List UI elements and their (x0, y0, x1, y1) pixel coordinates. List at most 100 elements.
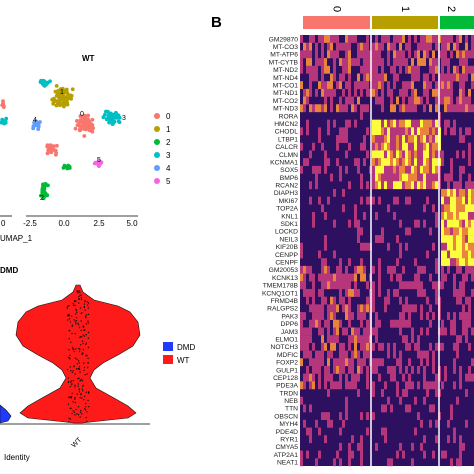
violin-jitter-point (83, 366, 86, 369)
heatmap-cell (309, 358, 312, 367)
heatmap-cell (432, 350, 435, 359)
heatmap-cell (420, 265, 423, 274)
heatmap-cell (423, 150, 426, 159)
heatmap-cell (372, 389, 375, 397)
heatmap-cell (393, 135, 396, 143)
violin-jitter-point (74, 398, 76, 400)
gene-label: ELMO1 (275, 337, 298, 344)
heatmap-cell (387, 165, 390, 174)
heatmap-cell (309, 327, 312, 336)
violin-jitter-point (87, 313, 90, 316)
heatmap-cell (462, 212, 465, 220)
heatmap-cell (456, 296, 459, 305)
heatmap-cell (426, 312, 429, 320)
heatmap-cell (321, 273, 324, 282)
violin-jitter-point (68, 349, 70, 351)
umap-point (101, 115, 106, 120)
heatmap-cell (315, 365, 318, 374)
legend-dot-cluster (154, 152, 160, 158)
heatmap-cell (426, 358, 429, 367)
umap-xtick-4: 5.0 (126, 219, 138, 228)
heatmap-cell (462, 219, 465, 228)
heatmap-cell (327, 365, 330, 374)
heatmap-cell (357, 373, 360, 382)
heatmap-cell (435, 288, 438, 297)
heatmap-cell (312, 281, 315, 290)
heatmap-cell (330, 273, 333, 282)
heatmap-cell (417, 135, 420, 143)
heatmap-cell (423, 88, 426, 97)
heatmap-cell (324, 65, 327, 74)
heatmap-cell (441, 265, 444, 274)
heatmap-cell (465, 219, 468, 228)
heatmap-cell (312, 312, 315, 320)
heatmap-cell (345, 135, 348, 143)
heatmap-cell (309, 81, 312, 90)
violin-jitter-point (87, 346, 90, 349)
heatmap-cell (405, 319, 408, 328)
heatmap-cell (321, 335, 324, 344)
heatmap-cell (423, 435, 426, 444)
heatmap-cell (324, 258, 327, 267)
heatmap-cell (351, 450, 354, 459)
heatmap-cell (468, 265, 471, 274)
heatmap-cell (402, 304, 405, 313)
gene-label: KCNK13 (272, 275, 298, 282)
heatmap-cell (456, 265, 459, 274)
umap-point (106, 109, 110, 114)
heatmap-cell (447, 265, 450, 274)
heatmap-cell (453, 42, 456, 51)
heatmap-cell (354, 104, 357, 113)
heatmap-cell (306, 296, 309, 305)
gene-label: KIF20B (276, 244, 299, 251)
heatmap-cell (471, 35, 474, 43)
heatmap-cell (372, 288, 375, 297)
heatmap-cells (300, 35, 474, 467)
heatmap-cell (303, 404, 306, 413)
violin-jitter-point (76, 358, 78, 360)
heatmap-cell (444, 104, 447, 113)
gene-label: TOP2A (276, 206, 298, 213)
heatmap-cell (402, 135, 405, 143)
heatmap-cell (315, 42, 318, 51)
heatmap-cell (318, 165, 321, 174)
heatmap-cell (405, 142, 408, 151)
heatmap-cell (450, 212, 453, 220)
heatmap-cell (354, 342, 357, 351)
heatmap-cell (324, 235, 327, 244)
umap-point (90, 123, 95, 127)
heatmap-cell (417, 42, 420, 51)
heatmap-cell (444, 250, 447, 259)
heatmap-cell (399, 58, 402, 66)
heatmap-cell (312, 165, 315, 174)
heatmap-cell (309, 50, 312, 59)
heatmap-cell (408, 35, 411, 43)
heatmap-cell (402, 35, 405, 43)
legend-dot-cluster (154, 126, 160, 132)
heatmap-cell (339, 265, 342, 274)
heatmap-cell (354, 81, 357, 90)
gene-label: NEIL3 (279, 236, 298, 243)
heatmap-cell (471, 235, 474, 244)
gene-label: MDFIC (277, 352, 298, 359)
heatmap-cell (450, 458, 453, 467)
heatmap-cell (450, 204, 453, 213)
heatmap-cell (378, 50, 381, 59)
heatmap-cell (441, 319, 444, 328)
heatmap-cell (300, 281, 303, 290)
heatmap-cell (441, 42, 444, 51)
violin-jitter-point (80, 312, 83, 315)
umap-point (67, 166, 72, 170)
heatmap-cell (405, 81, 408, 90)
heatmap-cell (333, 358, 336, 367)
heatmap-cell (429, 381, 432, 390)
heatmap-cell (462, 104, 465, 113)
heatmap-cell (390, 373, 393, 382)
gene-label: CENPF (275, 260, 298, 267)
heatmap-cell (360, 227, 363, 236)
violin-jitter-point (85, 354, 87, 356)
heatmap-cell (336, 265, 339, 274)
heatmap-cell (456, 235, 459, 244)
heatmap-cell (462, 135, 465, 143)
